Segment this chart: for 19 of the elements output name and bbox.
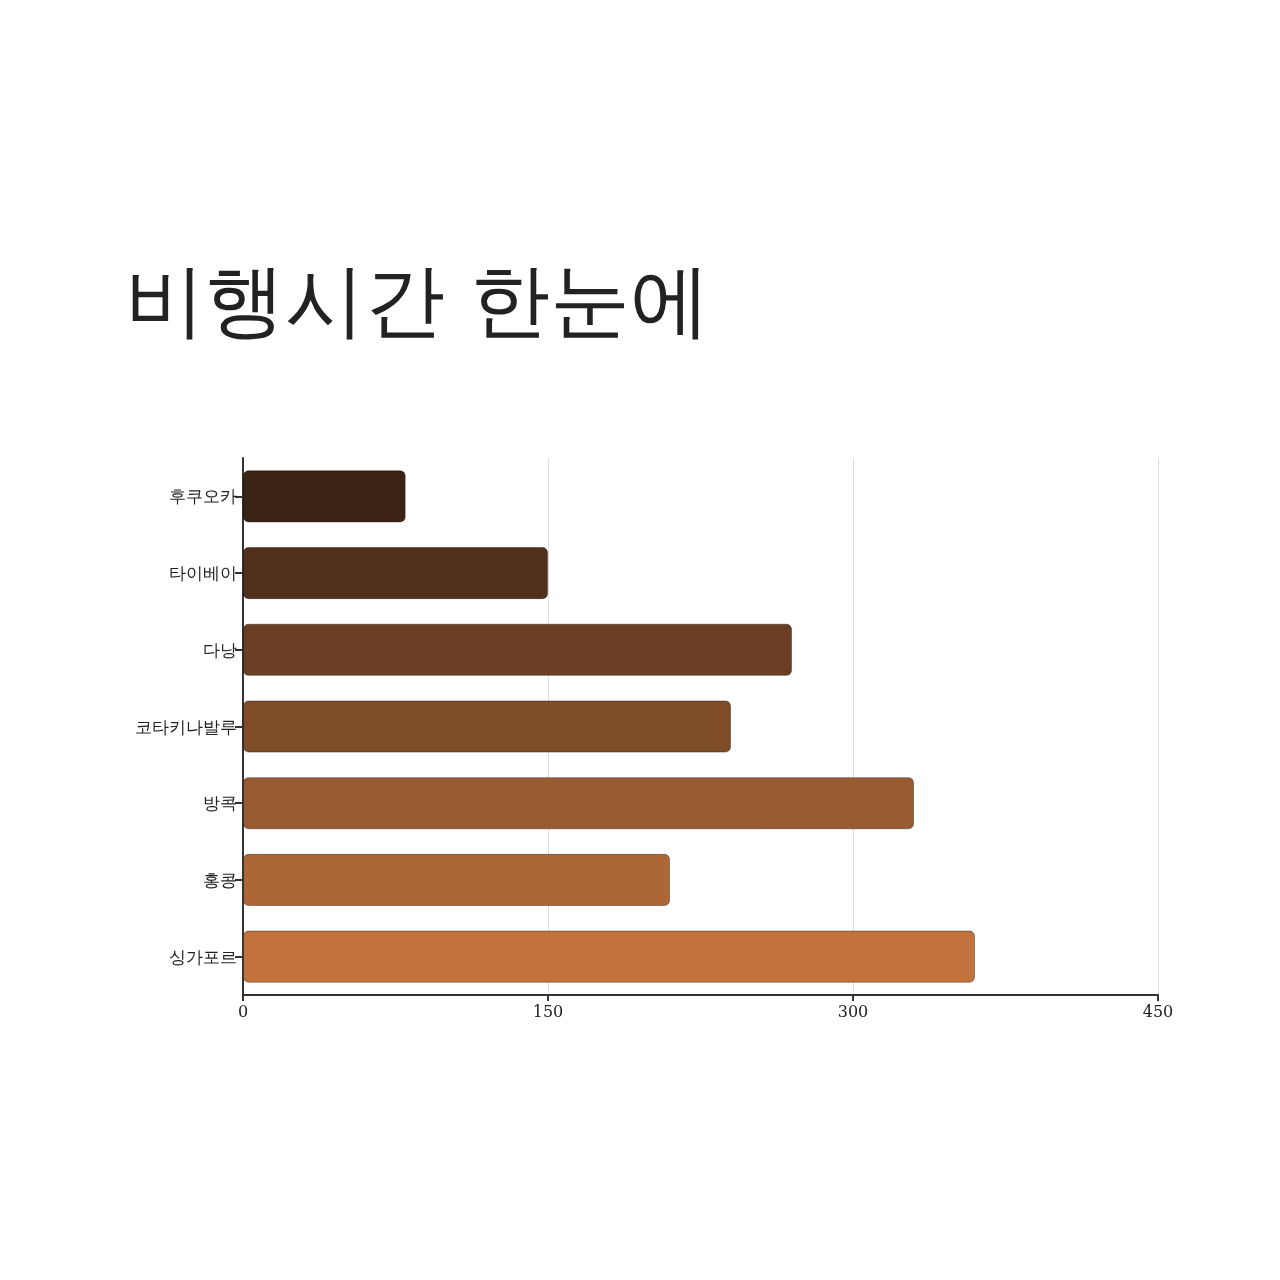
bar <box>243 853 670 907</box>
bar <box>243 623 792 676</box>
x-tick-label: 150 <box>532 1001 564 1021</box>
y-tick-label: 홍콩 <box>203 869 237 890</box>
bar <box>243 546 548 600</box>
x-tick-label: 0 <box>237 1001 249 1021</box>
x-tick-label: 450 <box>1142 1001 1174 1021</box>
bar <box>243 777 914 830</box>
bar <box>243 470 406 523</box>
bar <box>243 700 731 753</box>
chart-title: 비행시간 한눈에 <box>125 253 711 347</box>
y-tick-label: 싱가포르 <box>169 946 237 967</box>
bar <box>243 930 975 983</box>
y-tick-label: 타이베이 <box>169 563 237 584</box>
y-tick-label: 코타키나발루 <box>135 716 237 737</box>
y-tick-label: 다낭 <box>203 639 237 660</box>
y-tick-label: 후쿠오카 <box>169 486 237 507</box>
y-tick-label: 방콕 <box>203 793 237 814</box>
x-tick-label: 300 <box>837 1001 869 1021</box>
